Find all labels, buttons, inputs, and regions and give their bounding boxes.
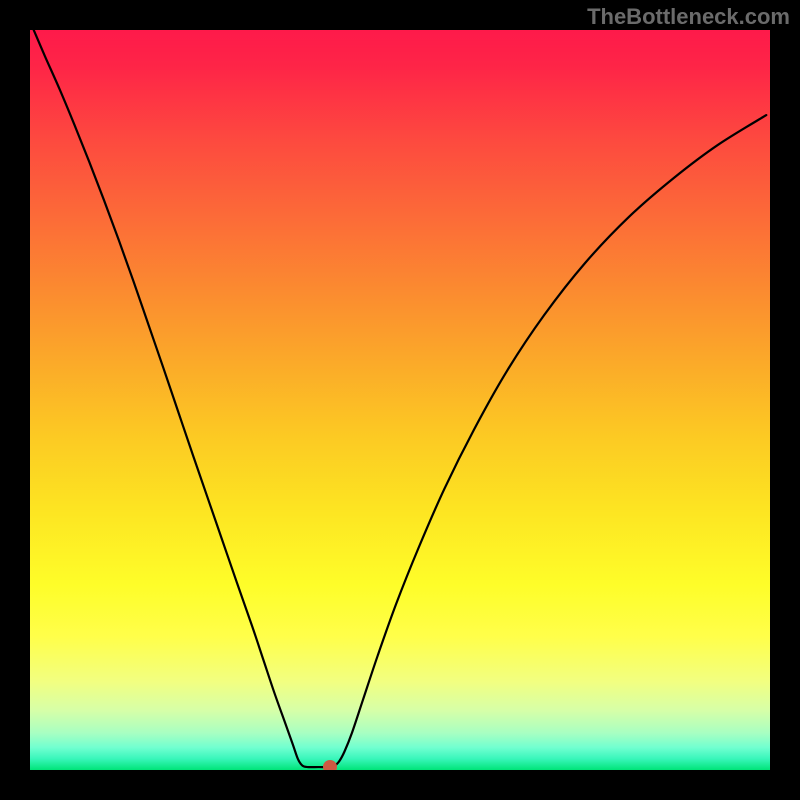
curve-path	[34, 30, 767, 767]
watermark-text: TheBottleneck.com	[587, 4, 790, 30]
bottleneck-curve	[30, 30, 770, 770]
plot-area	[30, 30, 770, 770]
optimal-point-marker	[323, 760, 337, 770]
